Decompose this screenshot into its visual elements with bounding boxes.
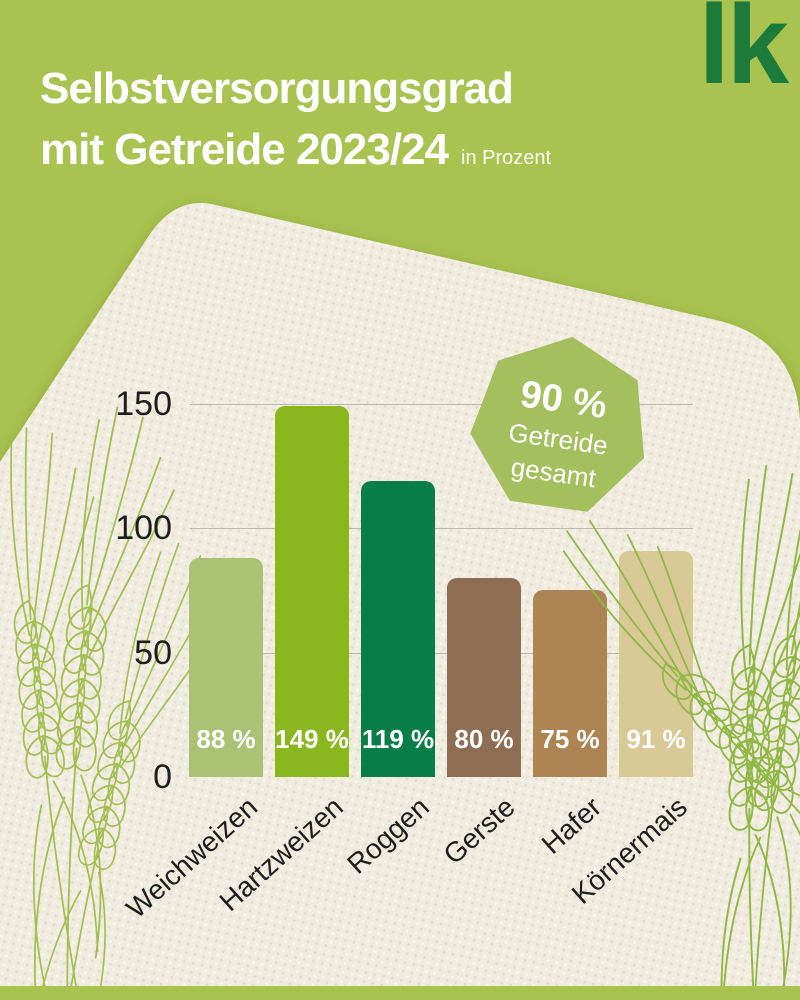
bar-value-label: 80 % [454, 724, 514, 754]
bar-value-label: 88 % [196, 724, 256, 754]
page-title: Selbstversorgungsgrad mit Getreide 2023/… [40, 58, 551, 189]
title-line-2: mit Getreide 2023/24 [40, 125, 449, 174]
lk-logo: lk [698, 0, 789, 107]
y-axis-label: 50 [134, 633, 172, 672]
bottom-green-bar [0, 986, 800, 1000]
bar-value-label: 119 % [361, 724, 435, 754]
bar [275, 406, 349, 777]
category-label: Gerste [437, 791, 521, 871]
y-axis-label: 100 [115, 509, 172, 548]
y-axis-label: 0 [153, 758, 172, 796]
title-line-1: Selbstversorgungsgrad [40, 64, 514, 113]
title-subtitle: in Prozent [461, 147, 552, 169]
y-axis-label: 150 [115, 384, 172, 423]
category-label: Roggen [341, 791, 435, 880]
total-badge: 90 % Getreide gesamt [470, 336, 645, 512]
bar-value-label: 149 % [275, 724, 349, 754]
